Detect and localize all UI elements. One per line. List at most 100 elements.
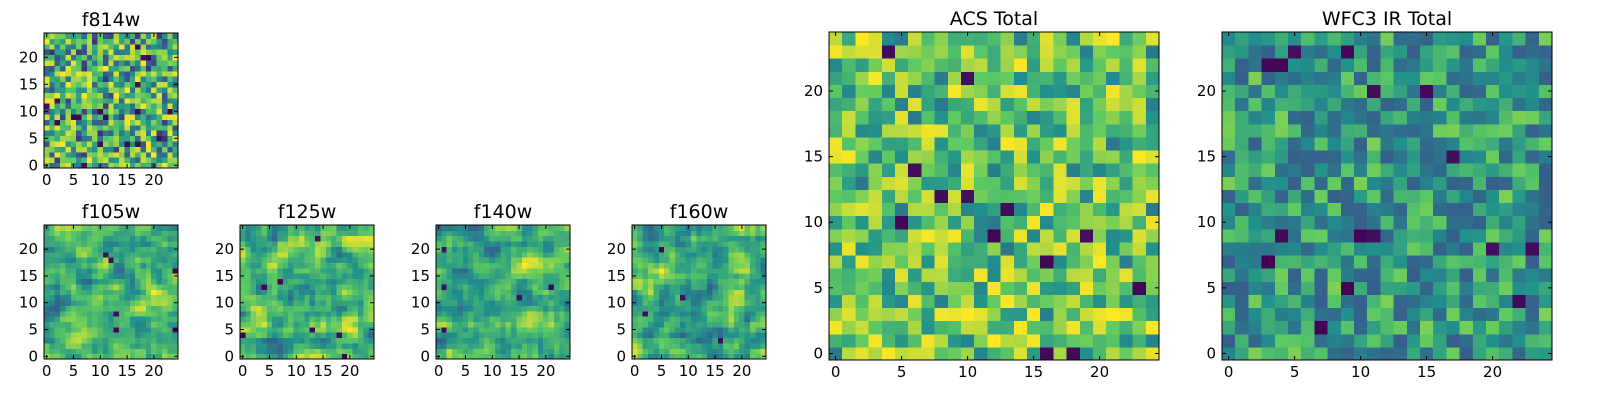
heatmap-cell [685,262,692,269]
heatmap-cell [135,38,141,45]
heatmap-cell [156,70,163,77]
heatmap-cell [658,246,665,253]
heatmap-cell [1538,163,1553,177]
heatmap-cell [167,332,174,339]
heatmap-cell [298,241,305,247]
heatmap-cell [744,353,751,360]
heatmap-cell [881,215,896,230]
heatmap-cell [548,310,555,317]
heatmap-cell [151,289,158,296]
heatmap-cell [744,321,751,328]
heatmap-cell [1446,228,1461,243]
heatmap-cell [76,294,83,301]
heatmap-cell [457,241,464,247]
heatmap-cell [1367,176,1381,190]
heatmap-cell [728,246,735,253]
heatmap-cell [1340,333,1355,348]
heatmap-cell [653,342,660,349]
heatmap-cell [532,310,539,317]
heatmap-cell [1499,84,1513,99]
heatmap-cell [1145,110,1160,125]
heatmap-cell [527,241,533,247]
heatmap-cell [1119,136,1134,151]
heatmap-cell [331,262,337,269]
heatmap-cell [76,49,83,56]
heatmap-cell [293,294,300,301]
heatmap-cell [65,267,72,274]
heatmap-cell [113,146,120,153]
heatmap-cell [707,337,713,344]
heatmap-cell [1340,136,1355,151]
heatmap-cell [484,353,491,360]
heatmap-cell [1093,333,1107,348]
heatmap-cell [336,251,343,258]
heatmap-cell [733,278,740,285]
heatmap-cell [293,310,300,317]
x-tick-label: 10 [679,362,698,380]
heatmap-cell [172,97,179,104]
heatmap-cell [363,241,370,247]
heatmap-cell [272,235,279,242]
heatmap-cell [658,321,665,328]
heatmap-cell [564,230,571,237]
heatmap-cell [516,230,523,237]
heatmap-cell [457,310,464,317]
heatmap-cell [1119,320,1134,335]
heatmap-cell [664,246,671,253]
heatmap-cell [452,225,458,231]
heatmap-cell [947,97,962,112]
heatmap-cell [690,225,697,231]
heatmap-cell [473,246,480,253]
heatmap-cell [145,119,152,126]
heatmap-cell [341,310,348,317]
heatmap-cell [336,348,343,355]
heatmap-cell [855,255,870,269]
heatmap-cell [54,289,61,296]
heatmap-cell [54,119,61,126]
heatmap-cell [1093,71,1107,85]
heatmap-cell [674,289,681,296]
heatmap-cell [974,84,988,99]
heatmap-cell [124,97,131,104]
heatmap-cell [728,310,735,317]
heatmap-cell [1000,136,1015,151]
heatmap-cell [446,337,453,344]
heatmap-cell [135,97,141,104]
heatmap-cell [293,278,300,285]
heatmap-cell [124,283,131,290]
heatmap-cell [86,262,93,269]
heatmap-cell [895,32,909,46]
heatmap-cell [1459,176,1474,190]
heatmap-cell [102,294,109,301]
heatmap-cell [712,310,719,317]
heatmap-cell [320,300,327,306]
heatmap-cell [124,60,131,66]
heatmap-cell [97,130,104,137]
heatmap-cell [76,119,83,126]
heatmap-cell [135,92,141,99]
heatmap-cell [156,300,163,306]
heatmap-cell [947,136,962,151]
heatmap-cell [1301,32,1315,46]
heatmap-cell [760,283,767,290]
heatmap-cell [749,305,756,312]
heatmap-cell [240,241,246,247]
heatmap-cell [532,283,539,290]
heatmap-cell [145,273,152,280]
heatmap-cell [1512,202,1527,217]
heatmap-cell [548,289,555,296]
heatmap-cell [1512,189,1527,204]
heatmap-cell [44,65,50,72]
heatmap-cell [277,342,284,349]
heatmap-cell [1340,97,1355,112]
heatmap-cell [974,294,988,309]
heatmap-cell [855,189,870,204]
heatmap-cell [108,230,115,237]
heatmap-cell [167,49,174,56]
x-tick-label: 5 [657,362,667,380]
heatmap-cell [637,337,644,344]
heatmap-cell [167,305,174,312]
heatmap-cell [145,65,152,72]
heatmap-cell [140,70,147,77]
